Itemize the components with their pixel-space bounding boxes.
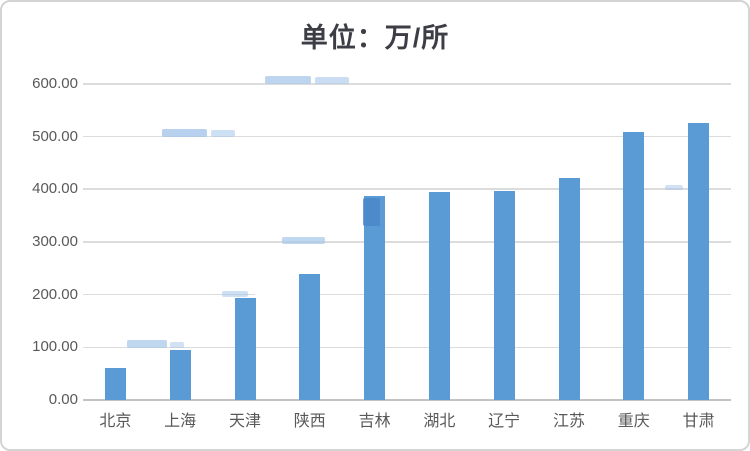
x-axis-label: 重庆 — [617, 413, 650, 430]
x-axis-label: 北京 — [99, 413, 132, 430]
bar-吉林 — [364, 195, 386, 400]
y-axis-tick-label: 600.00 — [32, 74, 78, 92]
y-axis-tick-label: 400.00 — [32, 180, 78, 198]
bar-北京 — [104, 367, 126, 400]
watermark-artifact — [162, 129, 207, 137]
watermark-artifact — [315, 77, 349, 84]
watermark-artifact — [211, 130, 235, 137]
y-axis-tick-label: 200.00 — [32, 285, 78, 303]
gridline — [83, 83, 731, 85]
x-axis-line — [83, 399, 731, 402]
y-axis-tick-label: 500.00 — [32, 127, 78, 145]
y-axis-tick-label: 300.00 — [32, 232, 78, 250]
bar-天津 — [234, 297, 256, 400]
gridline — [83, 346, 731, 349]
gridline — [83, 293, 731, 296]
x-axis-label: 陕西 — [293, 413, 326, 430]
x-axis-label: 湖北 — [423, 413, 456, 430]
watermark-artifact — [170, 342, 184, 348]
bar-上海 — [169, 350, 191, 400]
watermark-artifact — [127, 340, 167, 348]
bar-重庆 — [623, 132, 645, 400]
watermark-artifact — [282, 237, 325, 244]
y-axis-tick-label: 0.00 — [48, 391, 78, 408]
y-axis-tick-label: 100.00 — [32, 338, 78, 356]
watermark-artifact — [222, 291, 248, 297]
x-axis-label: 甘肃 — [682, 413, 715, 430]
x-axis-label: 江苏 — [552, 413, 585, 430]
gridline — [83, 135, 731, 138]
bar-甘肃 — [688, 122, 710, 400]
bar-湖北 — [428, 192, 450, 400]
x-axis-label: 辽宁 — [488, 413, 521, 430]
x-axis-label: 上海 — [164, 413, 197, 430]
watermark-artifact — [265, 76, 311, 84]
watermark-artifact — [665, 185, 683, 190]
watermark-artifact — [255, 292, 299, 298]
x-axis-label: 天津 — [228, 413, 261, 430]
bar-江苏 — [558, 177, 580, 400]
gridline — [83, 241, 731, 243]
watermark-artifact — [363, 198, 380, 226]
gridline — [83, 188, 731, 190]
bar-辽宁 — [493, 190, 515, 400]
x-axis-label: 吉林 — [358, 413, 391, 430]
bar-陕西 — [299, 273, 321, 400]
chart-title: 单位：万/所 — [300, 23, 450, 53]
